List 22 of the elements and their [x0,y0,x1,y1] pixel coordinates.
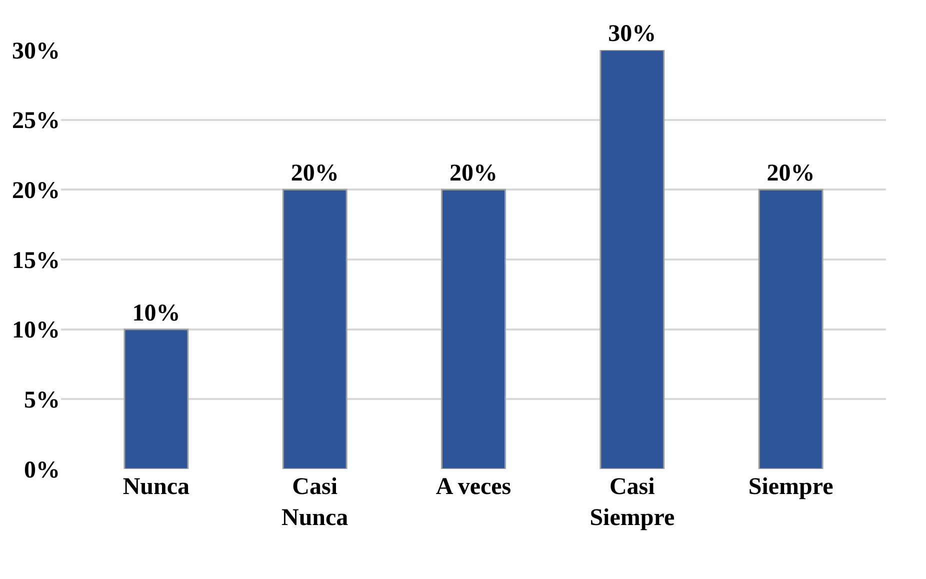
data-label: 30% [608,21,656,47]
y-tick-label: 5% [24,388,60,414]
data-label: 20% [450,160,498,187]
bar [758,188,824,469]
x-tick-label: A veces [436,474,512,500]
y-tick-label: 20% [12,178,60,204]
x-tick-label: Casi Siempre [590,474,675,532]
data-label: 20% [766,160,815,187]
y-tick-label: 25% [12,108,60,134]
bar [282,188,348,469]
y-tick-label: 15% [12,248,60,274]
y-tick-label: 0% [24,457,60,484]
y-tick-label: 30% [12,38,60,64]
x-tick-label: Nunca [122,474,190,500]
x-tick-label: Casi Nunca [282,474,348,532]
x-tick-label: Siempre [748,474,834,500]
bar [600,50,665,469]
data-label: 20% [290,160,339,187]
data-label: 10% [132,300,180,326]
bar [441,188,506,469]
bar [124,328,189,469]
y-tick-label: 10% [12,318,60,344]
